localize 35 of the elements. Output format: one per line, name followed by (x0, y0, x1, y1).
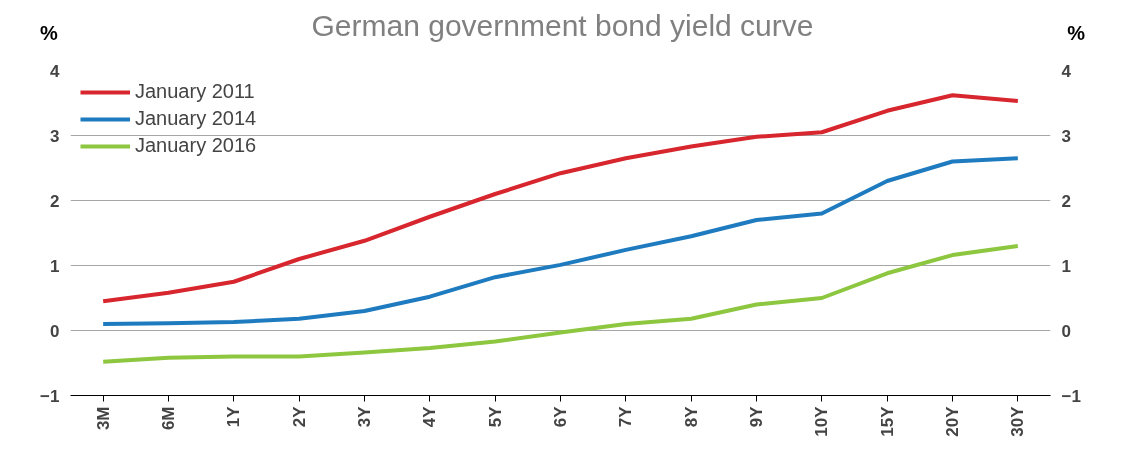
y2-tick-label: 1 (1061, 256, 1071, 276)
legend-label: January 2011 (135, 80, 255, 103)
x-tick-label: 4Y (420, 405, 440, 428)
legend-label: January 2016 (135, 134, 257, 157)
x-tick-label: 15Y (877, 405, 897, 437)
x-tick-label: 10Y (812, 405, 832, 437)
x-tick-label: 7Y (616, 405, 636, 428)
x-tick-label: 3M (93, 406, 113, 431)
x-tick-label: 2Y (289, 405, 309, 428)
y-tick-label: 1 (50, 256, 60, 276)
x-tick-label: 5Y (485, 405, 505, 428)
y-tick-label: 3 (50, 126, 60, 146)
y-tick-label: 2 (50, 191, 60, 211)
y-tick-label: −1 (40, 386, 60, 406)
x-tick-label: 20Y (943, 405, 962, 437)
line-series (101, 156, 1020, 326)
x-tick-label: 8Y (681, 405, 701, 428)
y2-tick-label: 0 (1061, 321, 1071, 341)
y-tick-label: 4 (50, 61, 61, 81)
y2-tick-label: 4 (1061, 61, 1072, 81)
y-axis-title: % (40, 21, 58, 47)
y2-tick-label: 2 (1061, 191, 1071, 211)
y2-axis-title: % (1067, 21, 1085, 47)
y-tick-label: 0 (50, 321, 60, 341)
legend-label: January 2014 (135, 107, 257, 130)
line-series (101, 244, 1020, 364)
x-tick-label: 9Y (747, 405, 766, 428)
y2-tick-label: −1 (1061, 386, 1081, 406)
chart-title: German government bond yield curve (311, 8, 814, 44)
x-tick-label: 1Y (224, 405, 244, 428)
y2-tick-label: 3 (1061, 126, 1071, 146)
x-tick-label: 3Y (355, 405, 374, 428)
x-tick-label: 30Y (1008, 405, 1028, 437)
x-tick-label: 6M (159, 406, 178, 431)
x-tick-label: 6Y (551, 405, 570, 428)
